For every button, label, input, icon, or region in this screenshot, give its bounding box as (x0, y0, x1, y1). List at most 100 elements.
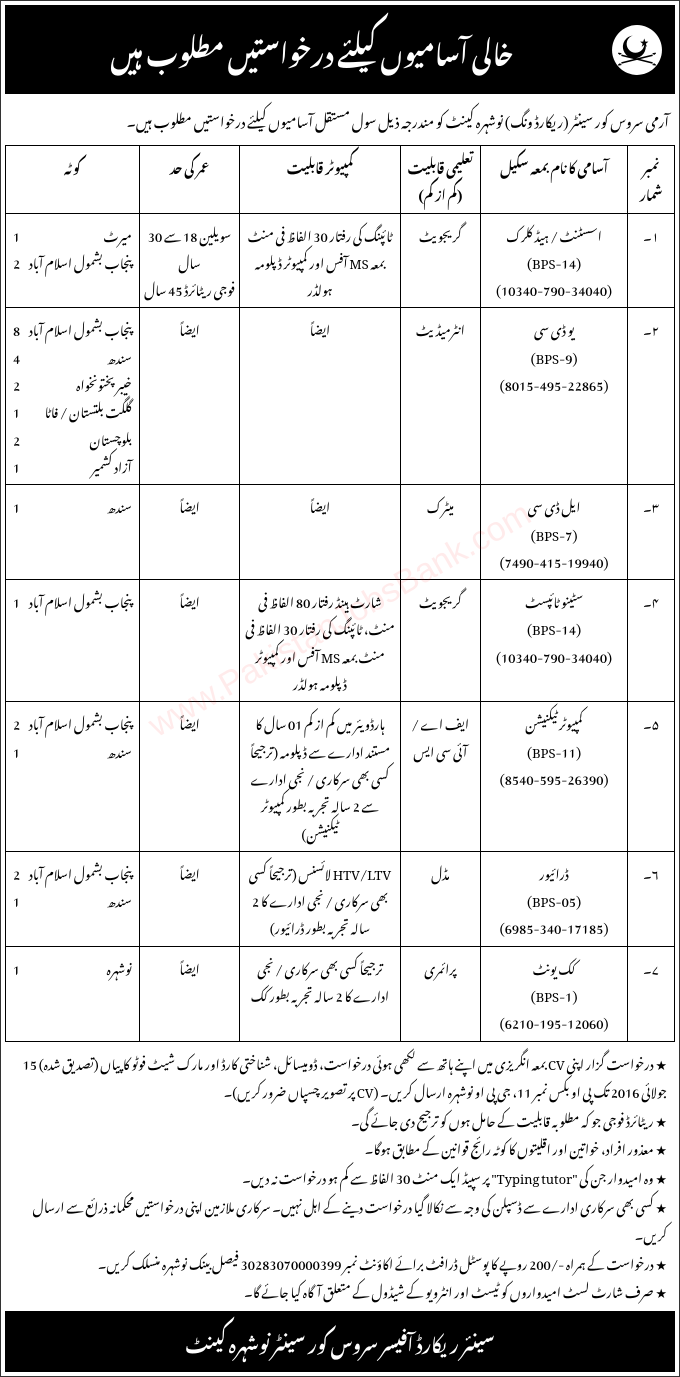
header-bar: خالی آسامیوں کیلئے درخواستیں مطلوب ہیں (5, 5, 675, 94)
cell-comp: ایضاً (240, 308, 401, 485)
cell-quota: پنجاب بشمول اسلام آباد2سندھ 1 (6, 702, 140, 851)
quota-count: 2 (13, 858, 20, 885)
cell-sr: ۴۔ (628, 580, 675, 702)
cell-age: ایضاً (139, 851, 239, 946)
cell-edu: انٹرمیڈیٹ (400, 308, 480, 485)
cell-sr: ۳۔ (628, 485, 675, 580)
job-advertisement: www.PakistanJobsBank.com خالی آسامیوں کی… (0, 0, 680, 1377)
cell-age: ایضاً (139, 308, 239, 485)
col-quota: کوٹہ (6, 146, 140, 214)
quota-item: پنجاب بشمول اسلام آباد2 (10, 708, 135, 735)
footer-bar: سینئر ریکارڈ آفیسر سروس کور سینٹر نوشہرہ… (5, 1311, 675, 1372)
quota-item: خیبر پختونخواہ 2 (10, 369, 135, 396)
quota-count: 8 (13, 314, 20, 341)
quota-area: گلگت بلتستان / فاٹا (45, 396, 132, 423)
cell-edu: پرائمری (400, 946, 480, 1041)
intro-text: آرمی سروس کور سینٹر (ریکارڈ ونگ) نوشہرہ … (5, 94, 675, 145)
table-row: ۳۔ایل ڈی سی (BPS-7) (7490-415-19940)میٹر… (6, 485, 675, 580)
cell-quota: پنجاب بشمول اسلام آباد2سندھ 1 (6, 851, 140, 946)
note-item: درخواست گزار اپنی CV بمعہ انگریزی میں اپ… (13, 1048, 667, 1105)
cell-edu: گریجویٹ (400, 580, 480, 702)
quota-area: سندھ (107, 342, 132, 369)
quota-item: پنجاب بشمول اسلام آباد2 (10, 858, 135, 885)
table-row: ۱۔اسسٹنٹ / ہیڈ کلرک (BPS-14) (10340-790-… (6, 213, 675, 308)
cell-edu: میٹرک (400, 485, 480, 580)
col-name: آسامی کا نام بمعہ سکیل (481, 146, 628, 214)
quota-area: سندھ (107, 885, 132, 912)
cell-comp: ٹائپنگ کی رفتار 30 الفاظ فی منٹ بمعہ MS … (240, 213, 401, 308)
note-item: ریٹائرڈ فوجی جو کہ مطلوبہ قابلیت کے حامل… (13, 1105, 667, 1134)
quota-count: 2 (13, 369, 20, 396)
quota-count: 2 (13, 424, 20, 451)
cell-sr: ۷۔ (628, 946, 675, 1041)
quota-count: 1 (13, 451, 20, 478)
army-logo-icon (609, 22, 665, 78)
cell-sr: ۲۔ (628, 308, 675, 485)
quota-count: 1 (13, 953, 20, 980)
note-item: وہ امیدوار جن کی "Typing tutor" پر سپیڈ … (13, 1162, 667, 1191)
table-header-row: نمبر شمار آسامی کا نام بمعہ سکیل تعلیمی … (6, 146, 675, 214)
quota-area: سندھ (107, 736, 132, 763)
note-item: درخواست کے ہمراہ -/200 روپے کا پوسٹل ڈرا… (13, 1248, 667, 1277)
quota-item: پنجاب بشمول اسلام آباد 1 (10, 586, 135, 613)
quota-count: 1 (13, 885, 20, 912)
cell-quota: میرٹ 1 پنجاب بشمول اسلام آباد 2 (6, 213, 140, 308)
vacancies-table: نمبر شمار آسامی کا نام بمعہ سکیل تعلیمی … (5, 145, 675, 1042)
cell-age: ایضاً (139, 946, 239, 1041)
table-row: ۶۔ڈرائیور (BPS-05) (6985-340-17185)مڈلHT… (6, 851, 675, 946)
quota-item: بلوچستان 2 (10, 424, 135, 451)
table-row: ۵۔کمپیوٹر ٹیکنیشن (BPS-11) (8540-595-263… (6, 702, 675, 851)
quota-area: نوشہرہ (107, 953, 132, 980)
quota-area: بلوچستان (90, 424, 132, 451)
cell-comp: HTV/LTV لائسنس (ترجیحاً کسی بھی سرکاری /… (240, 851, 401, 946)
cell-name: ایل ڈی سی (BPS-7) (7490-415-19940) (481, 485, 628, 580)
quota-count: 1 (13, 736, 20, 763)
quota-count: 1 (13, 491, 20, 518)
cell-name: یو ڈی سی (BPS-9) (8015-495-22865) (481, 308, 628, 485)
cell-name: اسسٹنٹ / ہیڈ کلرک (BPS-14) (10340-790-34… (481, 213, 628, 308)
cell-edu: مڈل (400, 851, 480, 946)
quota-area: سندھ (107, 491, 132, 518)
cell-name: کک یونٹ (BPS-1) (6210-195-12060) (481, 946, 628, 1041)
cell-age: ایضاً (139, 580, 239, 702)
quota-area: پنجاب بشمول اسلام آباد (29, 247, 132, 274)
cell-comp: ایضاً (240, 485, 401, 580)
quota-area: پنجاب بشمول اسلام آباد (29, 708, 132, 735)
cell-sr: ۱۔ (628, 213, 675, 308)
cell-edu: گریجویٹ (400, 213, 480, 308)
quota-item: سندھ 1 (10, 885, 135, 912)
quota-item: پنجاب بشمول اسلام آباد 2 (10, 247, 135, 274)
cell-sr: ۵۔ (628, 702, 675, 851)
quota-item: سندھ 1 (10, 736, 135, 763)
notes-section: درخواست گزار اپنی CV بمعہ انگریزی میں اپ… (5, 1042, 675, 1311)
cell-name: کمپیوٹر ٹیکنیشن (BPS-11) (8540-595-26390… (481, 702, 628, 851)
quota-item: میرٹ 1 (10, 220, 135, 247)
cell-comp: شارٹ ہینڈ رفتار 80 الفاظ فی منٹ، ٹائپنگ … (240, 580, 401, 702)
quota-area: میرٹ (103, 220, 131, 247)
cell-quota: پنجاب بشمول اسلام آباد 1 (6, 580, 140, 702)
note-item: صرف شارٹ لسٹ امیدواروں کو ٹیسٹ اور انٹرو… (13, 1276, 667, 1305)
note-item: معذور افراد، خواتین اور اقلیتوں کا کوٹہ … (13, 1133, 667, 1162)
col-edu: تعلیمی قابلیت (کم از کم) (400, 146, 480, 214)
quota-item: پنجاب بشمول اسلام آباد8 (10, 314, 135, 341)
cell-sr: ۶۔ (628, 851, 675, 946)
table-row: ۷۔کک یونٹ (BPS-1) (6210-195-12060)پرائمر… (6, 946, 675, 1041)
quota-item: سندھ 4 (10, 342, 135, 369)
cell-quota: پنجاب بشمول اسلام آباد8سندھ4خیبر پختونخو… (6, 308, 140, 485)
quota-area: پنجاب بشمول اسلام آباد (29, 586, 132, 613)
quota-item: نوشہرہ 1 (10, 953, 135, 980)
cell-comp: ہارڈویئر میں کم از کم 01 سال کا مستند اد… (240, 702, 401, 851)
quota-count: 1 (13, 586, 20, 613)
quota-count: 1 (13, 220, 20, 247)
cell-age: ایضاً (139, 485, 239, 580)
quota-area: خیبر پختونخواہ (76, 369, 132, 396)
table-row: ۲۔یو ڈی سی (BPS-9) (8015-495-22865)انٹرم… (6, 308, 675, 485)
quota-item: سندھ 1 (10, 491, 135, 518)
cell-quota: سندھ 1 (6, 485, 140, 580)
quota-area: آزاد کشمیر (91, 451, 131, 478)
quota-count: 4 (13, 342, 20, 369)
cell-age: ایضاً (139, 702, 239, 851)
col-age: عمر کی حد (139, 146, 239, 214)
quota-count: 2 (13, 247, 20, 274)
col-sr: نمبر شمار (628, 146, 675, 214)
